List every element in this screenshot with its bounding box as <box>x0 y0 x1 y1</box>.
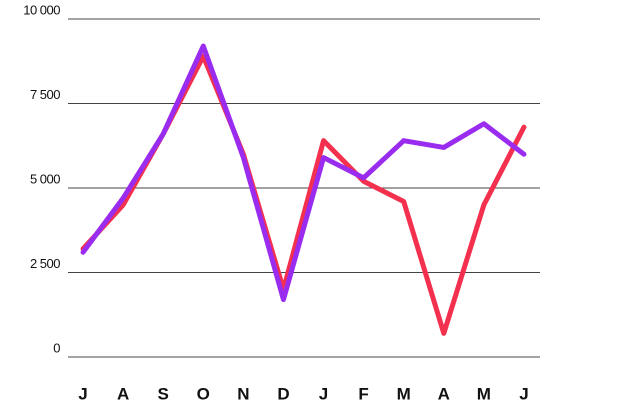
x-tick-label: N <box>237 384 249 403</box>
x-tick-label: J <box>319 384 328 403</box>
x-tick-label: M <box>477 384 491 403</box>
x-tick-label: J <box>519 384 528 403</box>
x-tick-label: A <box>438 384 450 403</box>
y-tick-label: 2 500 <box>30 256 60 271</box>
x-tick-label: D <box>277 384 289 403</box>
x-tick-label: A <box>117 384 129 403</box>
x-tick-label: S <box>158 384 169 403</box>
x-tick-label: O <box>197 384 210 403</box>
x-tick-label: F <box>358 384 368 403</box>
y-tick-label: 0 <box>53 340 60 355</box>
series-line <box>80 43 527 303</box>
series-line <box>80 53 527 336</box>
y-tick-label: 5 000 <box>30 171 60 186</box>
x-tick-label: J <box>78 384 87 403</box>
y-tick-label: 7 500 <box>30 87 60 102</box>
y-tick-label: 10 000 <box>23 2 60 17</box>
x-tick-label: M <box>397 384 411 403</box>
